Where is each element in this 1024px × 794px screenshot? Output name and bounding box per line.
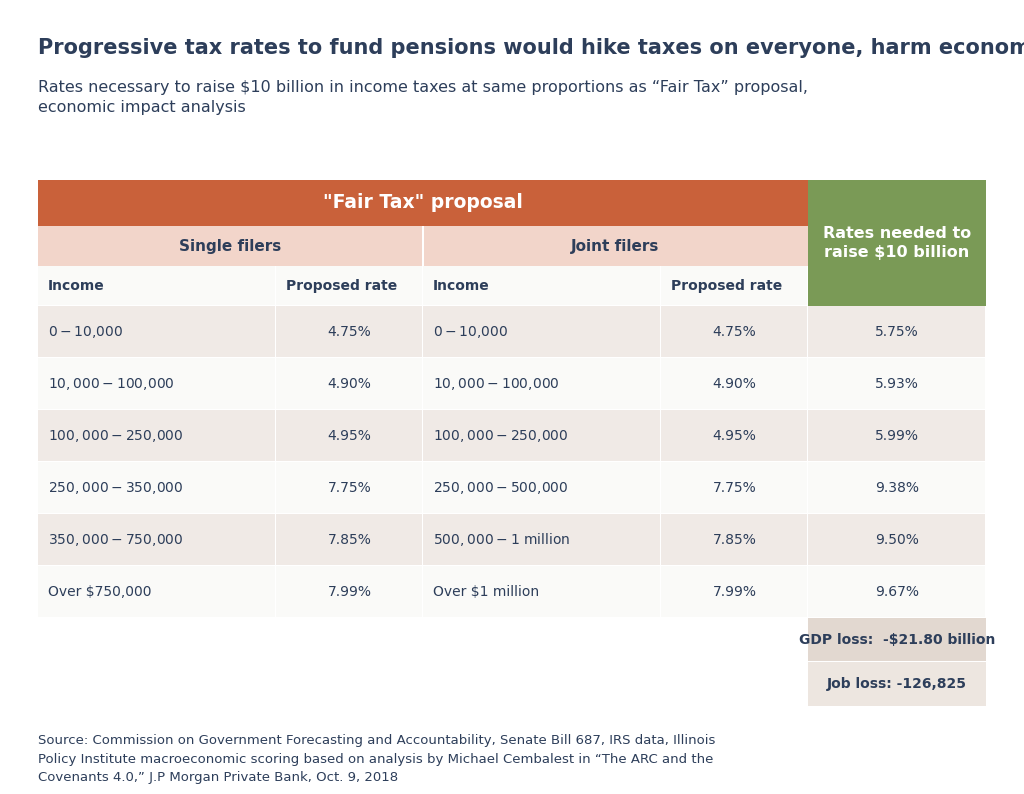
Bar xyxy=(38,565,986,566)
Text: 5.93%: 5.93% xyxy=(876,377,919,391)
Text: 7.75%: 7.75% xyxy=(328,481,372,495)
Bar xyxy=(38,462,276,514)
Bar xyxy=(38,357,986,358)
Text: Income: Income xyxy=(433,279,489,293)
Bar xyxy=(808,410,986,462)
Bar xyxy=(808,661,986,662)
Bar xyxy=(38,409,986,410)
Bar xyxy=(662,410,808,462)
Text: GDP loss:  -$21.80 billion: GDP loss: -$21.80 billion xyxy=(799,633,995,647)
Bar xyxy=(38,266,276,306)
Bar xyxy=(38,410,276,462)
Bar xyxy=(808,662,986,706)
Text: $100,000-$250,000: $100,000-$250,000 xyxy=(433,428,568,444)
Bar xyxy=(423,410,662,462)
Text: 4.75%: 4.75% xyxy=(713,325,757,339)
Bar xyxy=(276,514,423,566)
Bar xyxy=(808,358,986,410)
Text: 4.90%: 4.90% xyxy=(713,377,757,391)
Text: 4.75%: 4.75% xyxy=(328,325,372,339)
Text: $0-$10,000: $0-$10,000 xyxy=(48,324,124,340)
Bar xyxy=(276,266,423,306)
Text: 4.95%: 4.95% xyxy=(328,429,372,443)
Text: "Fair Tax" proposal: "Fair Tax" proposal xyxy=(323,194,523,213)
Bar xyxy=(276,410,423,462)
Text: $500,000-$1 million: $500,000-$1 million xyxy=(433,531,570,549)
Bar xyxy=(423,462,662,514)
Text: Proposed rate: Proposed rate xyxy=(286,279,397,293)
Bar xyxy=(38,358,276,410)
Bar xyxy=(423,358,662,410)
Text: Proposed rate: Proposed rate xyxy=(671,279,782,293)
Bar xyxy=(38,514,276,566)
Bar xyxy=(808,306,986,358)
Text: $250,000-$500,000: $250,000-$500,000 xyxy=(433,480,568,496)
Bar xyxy=(276,306,423,358)
Bar xyxy=(662,462,808,514)
Text: Rates necessary to raise $10 billion in income taxes at same proportions as “Fai: Rates necessary to raise $10 billion in … xyxy=(38,80,808,115)
Bar xyxy=(423,226,808,266)
Bar xyxy=(276,358,423,410)
Bar xyxy=(808,514,986,566)
Bar xyxy=(38,461,986,462)
Bar xyxy=(38,306,276,358)
Text: Single filers: Single filers xyxy=(179,238,282,253)
Bar xyxy=(808,566,986,618)
Bar xyxy=(808,618,986,662)
Text: $10,000-$100,000: $10,000-$100,000 xyxy=(433,376,560,392)
Text: $10,000-$100,000: $10,000-$100,000 xyxy=(48,376,175,392)
Bar xyxy=(662,358,808,410)
Bar xyxy=(276,462,423,514)
Bar xyxy=(423,306,662,358)
Text: 4.90%: 4.90% xyxy=(328,377,372,391)
Bar xyxy=(38,566,276,618)
Bar xyxy=(808,462,986,514)
Text: 7.99%: 7.99% xyxy=(713,585,757,599)
Text: Job loss: -126,825: Job loss: -126,825 xyxy=(827,677,967,691)
Text: $0-$10,000: $0-$10,000 xyxy=(433,324,508,340)
Bar xyxy=(38,305,808,306)
Text: 5.99%: 5.99% xyxy=(874,429,919,443)
Text: 7.75%: 7.75% xyxy=(713,481,757,495)
Bar xyxy=(662,306,808,358)
Bar xyxy=(662,266,808,306)
Bar xyxy=(422,226,424,266)
Bar xyxy=(38,180,808,226)
Text: 9.67%: 9.67% xyxy=(874,585,919,599)
Bar xyxy=(423,566,662,618)
Text: 9.38%: 9.38% xyxy=(874,481,919,495)
Text: Over $750,000: Over $750,000 xyxy=(48,585,152,599)
Text: Rates needed to
raise $10 billion: Rates needed to raise $10 billion xyxy=(823,225,971,260)
Text: 9.50%: 9.50% xyxy=(876,533,919,547)
Text: Source: Commission on Government Forecasting and Accountability, Senate Bill 687: Source: Commission on Government Forecas… xyxy=(38,734,716,784)
Text: Joint filers: Joint filers xyxy=(571,238,659,253)
Text: $250,000-$350,000: $250,000-$350,000 xyxy=(48,480,183,496)
Text: $350,000-$750,000: $350,000-$750,000 xyxy=(48,532,183,548)
Text: Progressive tax rates to fund pensions would hike taxes on everyone, harm econom: Progressive tax rates to fund pensions w… xyxy=(38,38,1024,58)
Text: 7.85%: 7.85% xyxy=(328,533,372,547)
Bar xyxy=(38,226,423,266)
Text: Income: Income xyxy=(48,279,104,293)
Bar xyxy=(662,566,808,618)
Text: 7.99%: 7.99% xyxy=(328,585,372,599)
Text: Over $1 million: Over $1 million xyxy=(433,585,539,599)
Text: $100,000-$250,000: $100,000-$250,000 xyxy=(48,428,183,444)
Bar xyxy=(38,617,986,618)
Bar xyxy=(808,180,986,306)
Bar xyxy=(38,180,808,226)
Bar xyxy=(662,514,808,566)
Bar xyxy=(423,514,662,566)
Text: 7.85%: 7.85% xyxy=(713,533,757,547)
Bar xyxy=(38,513,986,514)
Text: 4.95%: 4.95% xyxy=(713,429,757,443)
Bar xyxy=(423,266,662,306)
Bar xyxy=(276,566,423,618)
Text: 5.75%: 5.75% xyxy=(876,325,919,339)
